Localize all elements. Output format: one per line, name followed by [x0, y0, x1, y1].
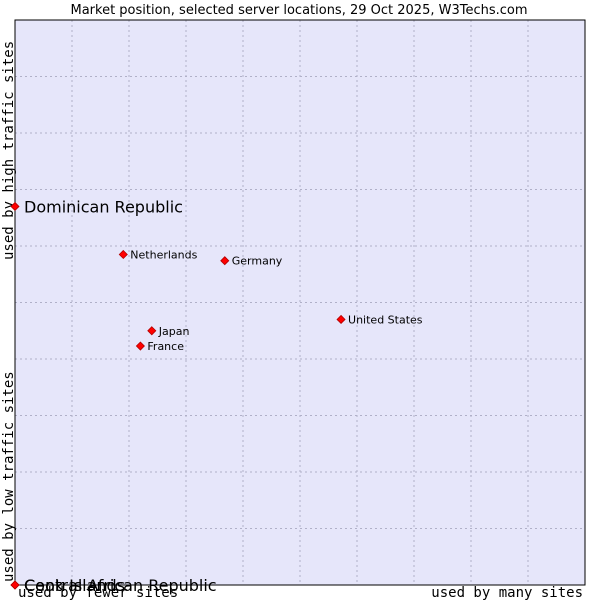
point-label-netherlands: Netherlands: [130, 248, 197, 261]
point-label-france: France: [147, 340, 184, 353]
point-label-dominican-republic: Dominican Republic: [24, 197, 183, 216]
point-label-germany: Germany: [232, 255, 283, 268]
grid-lines: [15, 20, 585, 585]
y-axis-label-top: used by high traffic sites: [1, 41, 17, 260]
point-label-central-african-republic: Central African Republic: [24, 576, 217, 595]
point-marker-united-states: [336, 314, 346, 325]
point-marker-netherlands: [118, 249, 128, 260]
point-label-cook-islands: Cook Islands: [24, 576, 125, 595]
point-label-japan: Japan: [158, 325, 190, 338]
data-points: Dominican Republic Netherlands Germany Unit…: [10, 197, 423, 595]
x-axis-label-left: used by fewer sites: [18, 585, 178, 600]
point-marker-dominican-republic: [10, 201, 20, 212]
point-marker-japan: [147, 326, 157, 336]
point-label-united-states: United States: [348, 313, 423, 326]
y-axis-label-bottom: used by low traffic sites: [1, 371, 17, 582]
chart-title: Market position, selected server locatio…: [70, 3, 527, 18]
point-marker-cook-islands: [10, 580, 20, 590]
plot-border: [14, 19, 586, 586]
point-marker-france: [135, 341, 145, 351]
point-marker-germany: [220, 256, 230, 266]
x-axis-label-right: used by many sites: [431, 585, 583, 600]
